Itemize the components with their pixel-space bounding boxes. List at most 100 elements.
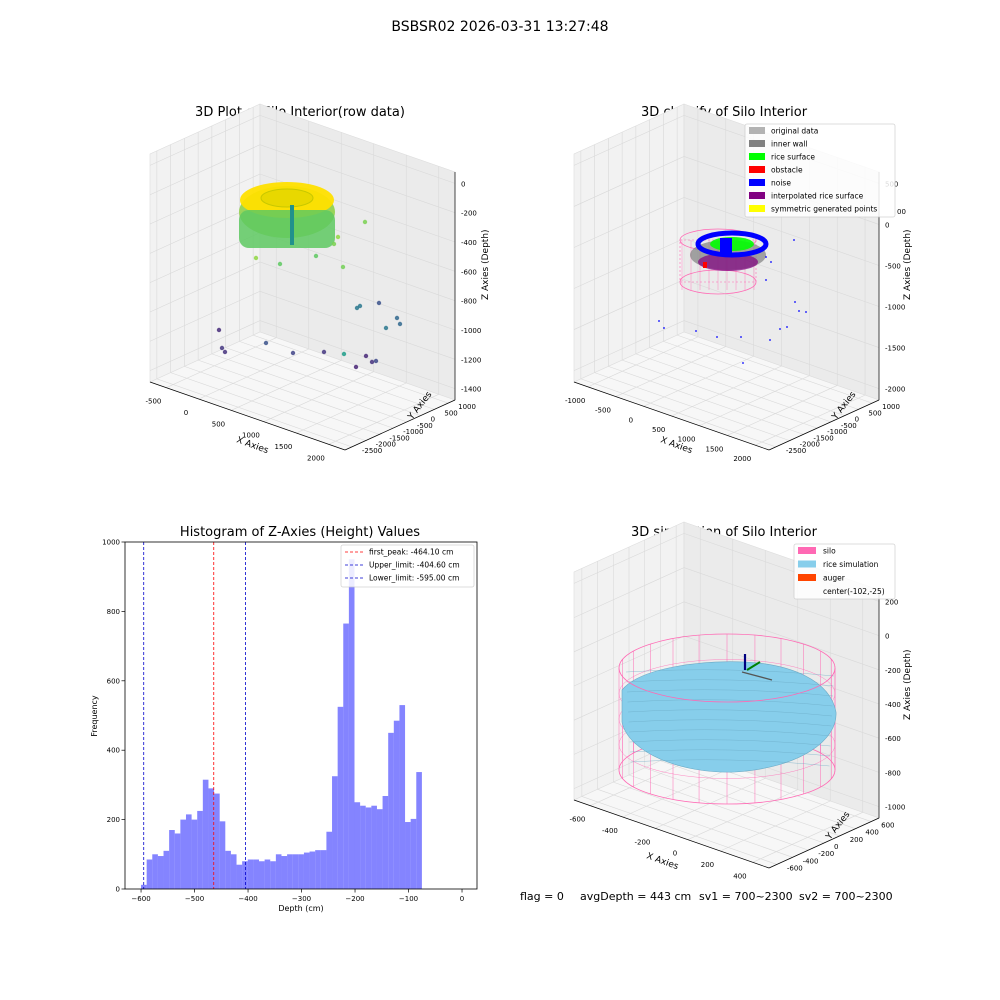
raw-3d-grid-z	[149, 320, 456, 389]
simulation-3d-x-tick-label: -600	[570, 816, 586, 824]
simulation-3d-rice-mesh	[625, 669, 835, 677]
raw-3d-grid-y	[170, 372, 366, 441]
classify-3d-hidden-tick-fragment: 00	[897, 208, 906, 216]
histogram-x-tick-label: −200	[345, 895, 364, 903]
simulation-3d-legend-swatch	[798, 560, 816, 568]
classify-3d-zlabel: Z Axies (Depth)	[903, 229, 913, 300]
histogram-ticks: −600 −500 −400 −300 −200 −100 0 0 200 400 600 800 10…	[102, 539, 464, 904]
histogram-bars	[141, 559, 422, 889]
histogram-bar	[343, 623, 349, 889]
classify-3d-z-tick-label: -500	[885, 262, 901, 270]
histogram-bar	[309, 851, 316, 889]
raw-3d-point	[263, 340, 269, 346]
sv1-text: sv1 = 700~2300	[699, 890, 793, 903]
simulation-3d-x-axis	[573, 799, 770, 869]
panel-raw-3d: 3D Plot of Silo Interior(row data) -5000…	[146, 103, 491, 462]
classify-3d-y-axis	[768, 399, 880, 451]
simulation-3d-grid-z	[573, 567, 880, 636]
classify-3d-x-tick-label: 500	[652, 426, 665, 434]
histogram-bar	[146, 859, 153, 889]
raw-3d-x-tick-label: 500	[212, 420, 225, 428]
classify-3d-x-tick-label: -1000	[565, 397, 585, 405]
classify-3d-noise-point	[695, 330, 697, 332]
histogram-legend-label: Lower_limit: -595.00 cm	[369, 574, 459, 583]
classify-3d-legend-label: obstacle	[771, 166, 803, 175]
histogram-ylabel: Frequency	[90, 695, 99, 737]
classify-3d-grid-x	[615, 346, 726, 397]
histogram-x-tick-label: −400	[238, 895, 257, 903]
raw-3d-point	[394, 315, 400, 321]
raw-3d-point	[363, 353, 369, 359]
classify-3d-noise-point	[663, 327, 665, 329]
simulation-3d-z-tick-label: -200	[885, 667, 901, 675]
raw-3d-point	[222, 349, 228, 355]
raw-3d-point	[321, 349, 327, 355]
histogram-bar	[197, 810, 203, 889]
raw-3d-point	[253, 255, 259, 261]
raw-3d-grid-z	[149, 115, 456, 184]
raw-3d-cluster-wall	[239, 210, 335, 248]
classify-3d-legend-swatch	[749, 140, 765, 147]
simulation-3d-surface	[618, 633, 837, 805]
histogram-bar	[303, 852, 310, 889]
histogram-bar	[185, 814, 192, 889]
classify-3d-legend-label: original data	[771, 127, 818, 136]
simulation-3d-grid-y	[581, 796, 777, 865]
histogram-bar	[371, 805, 377, 889]
classify-3d-grid-x	[587, 336, 699, 388]
simulation-3d-legend-label: center(-102,-25)	[823, 587, 885, 596]
raw-3d-z-tick-label: 0	[461, 180, 465, 188]
simulation-3d-z-tick-label: -400	[885, 701, 901, 709]
classify-3d-noise-point	[658, 320, 660, 322]
classify-3d-noise-point	[765, 279, 767, 281]
classify-3d-y-tick-label: -2500	[786, 447, 806, 455]
classify-3d-grid-x	[754, 394, 866, 446]
raw-3d-z-tick-label: -400	[461, 239, 477, 247]
histogram-bar	[281, 856, 288, 889]
simulation-3d-y-tick-label: -200	[818, 850, 834, 858]
raw-3d-z-tick-label: -1400	[461, 386, 481, 394]
raw-3d-x-tick-label: 2000	[307, 454, 325, 462]
classify-3d-obstacle	[703, 262, 707, 268]
simulation-3d-legend-label: silo	[823, 547, 836, 556]
raw-3d-point	[383, 325, 389, 331]
histogram-lines	[143, 542, 246, 889]
classify-3d-z-tick-label: -1000	[885, 304, 905, 312]
raw-3d-y-tick-label: 1000	[458, 403, 476, 411]
simulation-3d-rice-mesh	[626, 689, 834, 697]
histogram-y-tick-label: 0	[116, 886, 120, 894]
histogram-bar	[208, 788, 215, 889]
classify-3d-legend-label: inner wall	[771, 140, 808, 149]
histogram-bar	[410, 818, 417, 889]
classify-3d-legend: original data inner wall rice surface obsta…	[744, 123, 906, 218]
simulation-3d-z-tick-label: -800	[885, 769, 901, 777]
classify-3d-x-tick-label: -500	[595, 407, 611, 415]
histogram-bar	[169, 830, 175, 889]
raw-3d-point	[219, 345, 225, 351]
raw-3d-z-tick-label: -1200	[461, 356, 481, 364]
simulation-3d-y-tick-label: 200	[850, 836, 863, 844]
status-line: flag = 0 avgDepth = 443 cm sv1 = 700~230…	[520, 890, 893, 903]
classify-3d-noise-ring	[695, 230, 769, 258]
classify-3d-grid-y	[649, 347, 845, 416]
classify-3d-points	[658, 228, 807, 364]
histogram-bar	[163, 850, 170, 889]
simulation-3d-legend-swatch	[798, 547, 816, 554]
histogram-bar	[348, 559, 355, 889]
raw-3d-y-tick-label: -500	[417, 422, 433, 430]
simulation-3d-legend-swatch	[798, 574, 816, 581]
figure-suptitle: BSBSR02 2026-03-31 13:27:48	[391, 19, 608, 35]
raw-3d-z-tick-label: -1000	[461, 327, 481, 335]
raw-3d-grid-x	[263, 371, 374, 422]
raw-3d-grid-z	[149, 261, 456, 331]
classify-3d-y-tick-label: 1000	[882, 403, 900, 411]
histogram-y-tick-label: 1000	[102, 539, 120, 547]
simulation-3d-rice-mesh	[629, 739, 831, 747]
classify-3d-noise-point	[769, 339, 771, 341]
simulation-3d-rice-mesh	[630, 759, 830, 767]
histogram-bar	[320, 850, 327, 889]
histogram-x-tick-label: −300	[292, 895, 311, 903]
classify-3d-grid-y	[635, 353, 831, 423]
raw-3d-x-tick-label: 1000	[242, 432, 260, 440]
